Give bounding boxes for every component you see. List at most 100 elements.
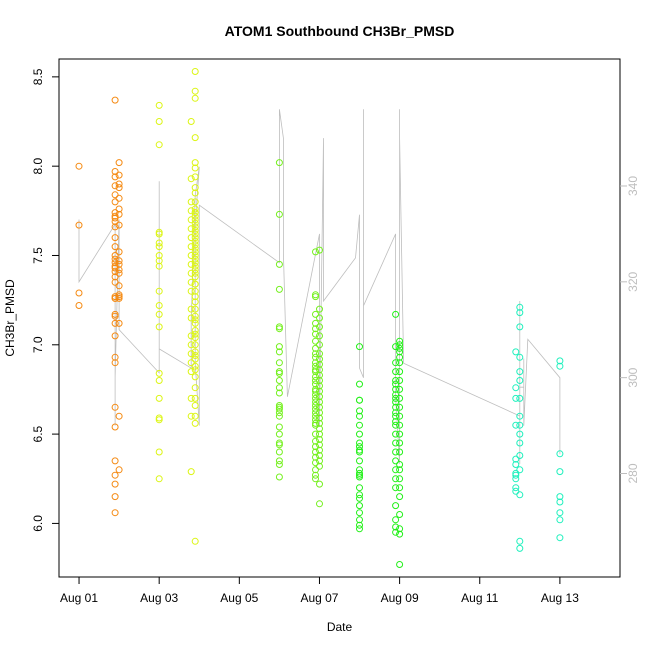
data-point — [556, 516, 564, 524]
x-tick-label: Aug 13 — [541, 591, 579, 605]
data-point — [187, 368, 195, 376]
data-point — [111, 209, 119, 217]
data-point — [396, 475, 404, 483]
data-point — [512, 475, 520, 483]
data-point — [516, 303, 524, 311]
data-point — [115, 260, 123, 268]
data-point — [191, 94, 199, 102]
data-point — [312, 319, 319, 327]
data-point — [356, 466, 363, 474]
y-axis-label: CH3Br_PMSD — [3, 279, 17, 357]
data-point — [191, 230, 199, 238]
data-point — [111, 214, 119, 222]
data-point — [187, 350, 195, 358]
y2-tick-label: 340 — [626, 176, 640, 196]
data-point — [396, 530, 404, 538]
data-point — [392, 439, 400, 447]
data-point — [275, 369, 283, 377]
data-point — [187, 394, 195, 402]
data-point — [356, 457, 363, 465]
data-point — [312, 419, 319, 427]
data-point — [392, 398, 400, 406]
data-point — [191, 362, 199, 370]
data-point — [316, 382, 323, 390]
data-point — [316, 377, 323, 384]
data-point — [111, 255, 119, 263]
plot-frame — [58, 58, 621, 578]
data-point — [191, 209, 199, 217]
data-point — [396, 484, 404, 492]
data-point — [312, 359, 319, 367]
data-point — [191, 394, 199, 402]
data-point — [111, 423, 119, 431]
data-point — [111, 268, 119, 276]
data-point — [275, 409, 283, 417]
data-point — [275, 325, 283, 333]
data-point — [356, 509, 363, 517]
data-point — [191, 319, 199, 327]
data-point — [155, 302, 163, 309]
data-point — [115, 266, 123, 274]
data-point — [392, 385, 400, 393]
data-point — [275, 359, 283, 367]
data-point — [111, 332, 119, 340]
data-point — [155, 448, 163, 456]
data-point — [316, 457, 323, 465]
data-point — [115, 194, 123, 202]
data-point — [111, 471, 119, 479]
data-point — [392, 403, 400, 411]
data-point — [312, 394, 319, 402]
data-point — [111, 493, 119, 501]
data-point — [187, 341, 195, 349]
data-point — [396, 368, 404, 376]
data-point — [396, 341, 404, 349]
data-point — [111, 198, 119, 206]
data-point — [115, 466, 123, 474]
x-tick-label: Aug 03 — [140, 591, 178, 605]
x-tick-label: Aug 05 — [220, 591, 258, 605]
data-point — [115, 210, 123, 218]
data-point — [316, 414, 323, 422]
y2-tick-label: 320 — [626, 271, 640, 291]
data-point — [111, 218, 119, 225]
data-point — [392, 343, 400, 351]
data-point — [191, 219, 199, 227]
data-point — [187, 278, 195, 286]
data-point — [191, 255, 199, 263]
data-point — [187, 260, 195, 268]
data-point — [396, 403, 404, 411]
data-point — [316, 403, 323, 411]
data-point — [191, 173, 199, 181]
data-point — [111, 353, 119, 361]
data-point — [115, 248, 123, 256]
data-point — [155, 369, 163, 377]
data-point — [111, 173, 119, 181]
data-point — [191, 537, 199, 545]
data-point — [155, 416, 163, 424]
data-point — [111, 259, 119, 267]
data-point — [312, 293, 319, 301]
data-point — [392, 502, 400, 510]
data-point — [191, 262, 199, 270]
data-point — [111, 359, 119, 367]
data-point — [392, 377, 400, 384]
data-point — [111, 223, 119, 231]
data-point — [312, 437, 319, 445]
data-point — [392, 409, 400, 417]
data-point — [356, 473, 363, 481]
data-point — [155, 252, 163, 259]
data-point — [516, 353, 524, 361]
data-point — [275, 210, 283, 218]
data-point — [155, 257, 163, 265]
data-point — [111, 243, 119, 251]
data-point — [191, 419, 199, 427]
data-point — [516, 412, 524, 420]
data-point — [316, 323, 323, 331]
data-point — [187, 243, 195, 251]
data-point — [356, 443, 363, 451]
data-point — [396, 385, 404, 393]
data-point — [312, 248, 319, 256]
data-point — [312, 337, 319, 345]
data-point — [312, 391, 319, 399]
x-tick-label: Aug 09 — [381, 591, 419, 605]
